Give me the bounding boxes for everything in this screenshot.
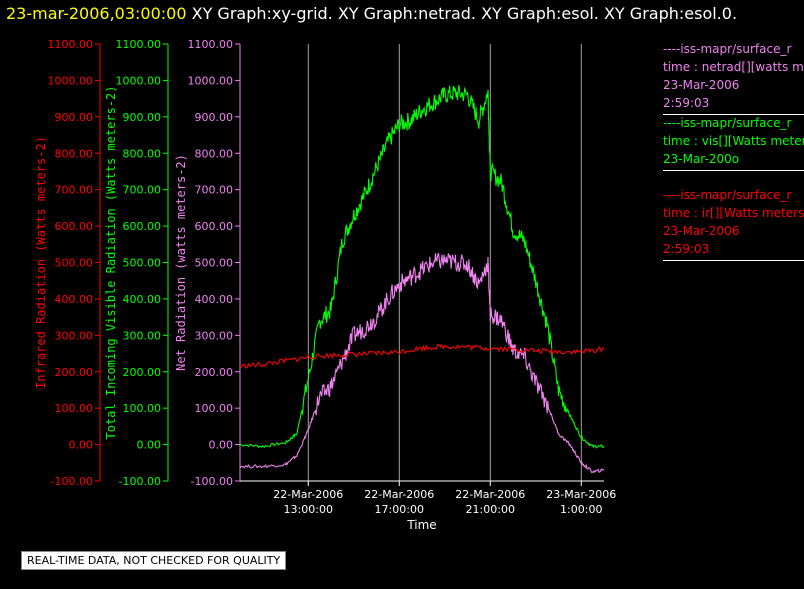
- y-tick-label: 600.00: [123, 220, 162, 233]
- y-tick-label: 500.00: [123, 257, 162, 270]
- legend-line-text: 23-Mar-2006: [663, 78, 740, 92]
- x-tick-label-time: 1:00:00: [560, 503, 602, 516]
- y-tick-label: 100.00: [195, 402, 234, 415]
- x-tick-label-time: 17:00:00: [375, 503, 424, 516]
- y-tick-label: 100.00: [55, 402, 94, 415]
- y-tick-label: 100.00: [123, 402, 162, 415]
- legend-separator: [663, 114, 804, 115]
- legend-line-text: 2:59:03: [663, 96, 710, 110]
- y-axis-title: Infrared Radiation (Watts meters-2): [34, 136, 48, 389]
- x-axis-title: Time: [406, 518, 436, 532]
- legend-separator: [663, 170, 804, 171]
- y-tick-label: 1000.00: [188, 74, 234, 87]
- y-tick-label: -100.00: [51, 475, 93, 488]
- y-tick-label: 700.00: [195, 184, 234, 197]
- legend-line-text: 23-Mar-2006: [663, 224, 740, 238]
- legend-line-text: time : ir[][Watts meters: [663, 206, 804, 220]
- series-line: [239, 252, 605, 474]
- y-tick-label: 400.00: [123, 293, 162, 306]
- y-tick-label: 0.00: [69, 439, 94, 452]
- y-tick-label: 300.00: [55, 329, 94, 342]
- quality-note: REAL-TIME DATA, NOT CHECKED FOR QUALITY: [21, 551, 287, 570]
- x-tick-label-date: 22-Mar-2006: [455, 488, 525, 501]
- y-tick-label: 900.00: [55, 111, 94, 124]
- y-tick-label: 200.00: [123, 366, 162, 379]
- y-tick-label: 1100.00: [188, 38, 234, 51]
- series-line: [239, 343, 605, 369]
- y-tick-label: 500.00: [55, 257, 94, 270]
- x-tick-label-time: 21:00:00: [466, 503, 515, 516]
- legend-line-text: ----iss-mapr/surface_r: [663, 116, 792, 130]
- y-tick-label: 0.00: [209, 439, 234, 452]
- y-tick-label: 1000.00: [48, 74, 94, 87]
- y-tick-label: -100.00: [119, 475, 161, 488]
- y-tick-label: 600.00: [195, 220, 234, 233]
- x-tick-label-date: 22-Mar-2006: [273, 488, 343, 501]
- y-tick-label: 200.00: [195, 366, 234, 379]
- graph-list-label: XY Graph:xy-grid. XY Graph:netrad. XY Gr…: [191, 4, 738, 23]
- y-tick-label: 800.00: [55, 147, 94, 160]
- y-tick-label: 800.00: [123, 147, 162, 160]
- y-axis-title: Net Radiation (watts meters-2): [174, 154, 188, 371]
- legend-line-text: ----iss-mapr/surface_r: [663, 42, 792, 56]
- y-tick-label: 300.00: [123, 329, 162, 342]
- y-tick-label: 700.00: [55, 184, 94, 197]
- legend-line-text: time : netrad[][watts me: [663, 60, 804, 74]
- legend-line-text: 23-Mar-200o: [663, 152, 740, 166]
- y-tick-label: 1100.00: [48, 38, 94, 51]
- y-tick-label: 300.00: [195, 329, 234, 342]
- x-tick-label-date: 23-Mar-2006: [546, 488, 616, 501]
- y-tick-label: 500.00: [195, 257, 234, 270]
- y-tick-label: 400.00: [195, 293, 234, 306]
- timestamp-label: 23-mar-2006,03:00:00: [6, 4, 187, 23]
- y-tick-label: 700.00: [123, 184, 162, 197]
- y-tick-label: 200.00: [55, 366, 94, 379]
- y-tick-label: 800.00: [195, 147, 234, 160]
- y-tick-label: -100.00: [191, 475, 233, 488]
- y-tick-label: 1100.00: [116, 38, 162, 51]
- y-tick-label: 0.00: [137, 439, 162, 452]
- y-tick-label: 600.00: [55, 220, 94, 233]
- y-axis-title: Total Incoming Visible Radiation (Watts …: [104, 85, 118, 439]
- graph-title-bar: 23-mar-2006,03:00:00 XY Graph:xy-grid. X…: [6, 4, 737, 23]
- y-tick-label: 900.00: [123, 111, 162, 124]
- x-tick-label-date: 22-Mar-2006: [364, 488, 434, 501]
- legend-separator: [663, 260, 804, 261]
- x-tick-label-time: 13:00:00: [284, 503, 333, 516]
- series-line: [239, 85, 605, 449]
- legend-line-text: 2:59:03: [663, 242, 710, 256]
- y-tick-label: 1000.00: [116, 74, 162, 87]
- legend-line-text: ----iss-mapr/surface_r: [663, 188, 792, 202]
- y-tick-label: 400.00: [55, 293, 94, 306]
- y-tick-label: 900.00: [195, 111, 234, 124]
- legend-line-text: time : vis[][Watts meter: [663, 134, 804, 148]
